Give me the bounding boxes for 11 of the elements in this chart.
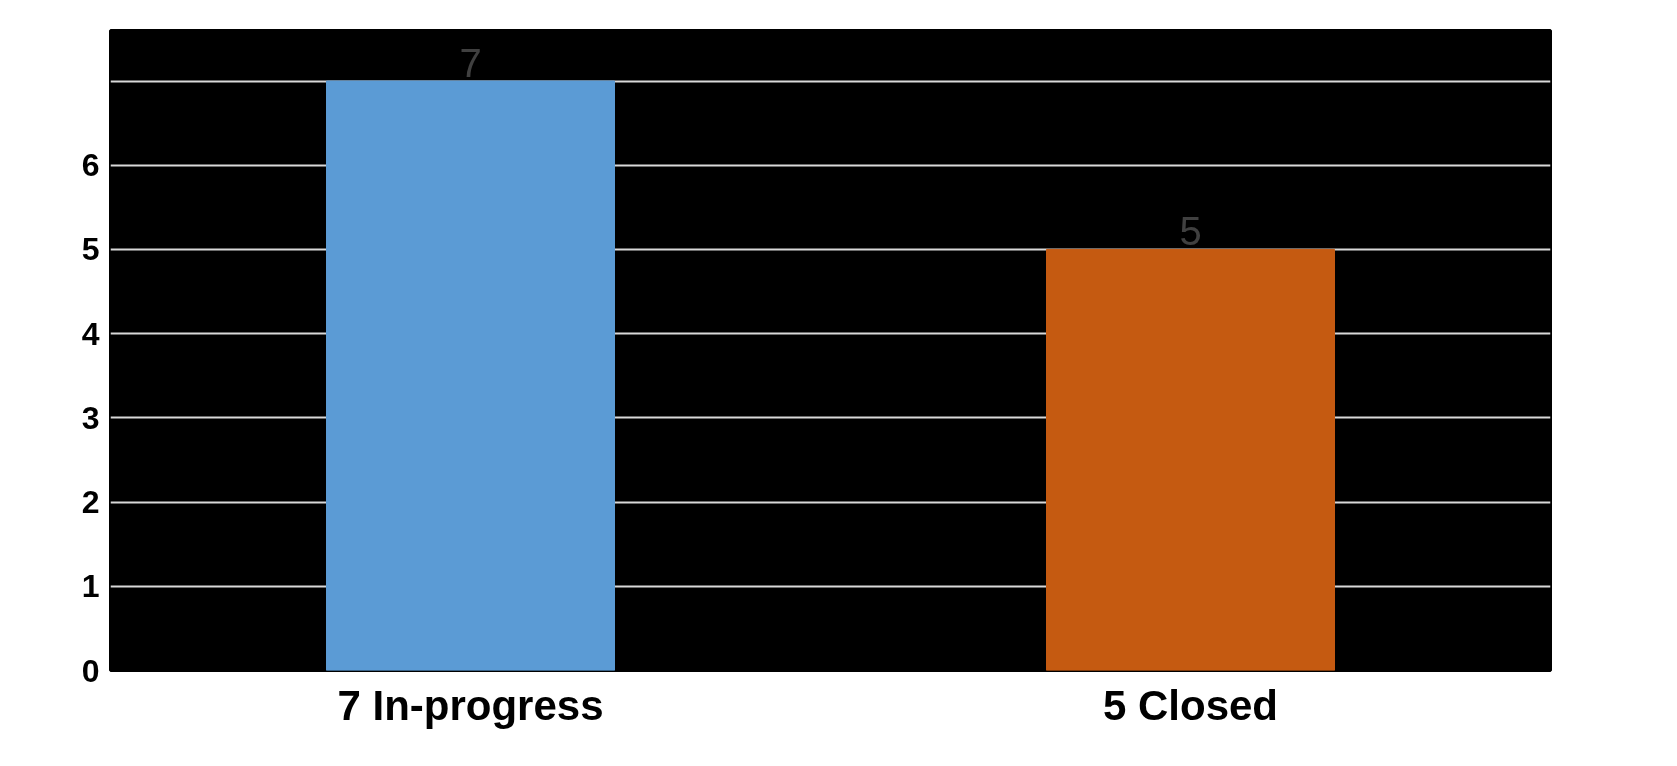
data-label: 5 [1179, 209, 1202, 254]
data-label: 7 [459, 41, 482, 86]
y-tick-label: 5 [81, 231, 100, 268]
y-tick-label: 3 [81, 399, 100, 436]
y-tick-label: 2 [81, 484, 100, 521]
x-tick-label: 7 In-progress [337, 681, 604, 729]
x-tick-label: 5 Closed [1102, 681, 1279, 729]
y-tick-label: 6 [81, 147, 100, 184]
y-tick-label: 4 [81, 315, 100, 352]
y-tick-label: 1 [81, 568, 100, 605]
y-tick-label: 0 [81, 652, 100, 689]
